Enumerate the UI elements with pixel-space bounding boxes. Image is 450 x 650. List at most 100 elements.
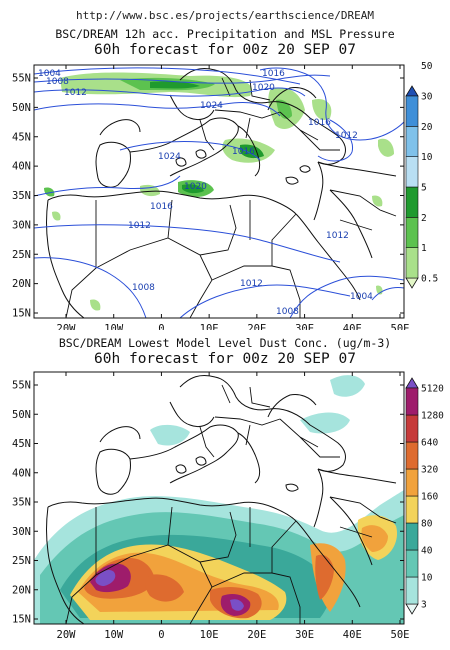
svg-text:1016: 1016 (232, 147, 255, 157)
dust-colorbar-min-arrow (405, 603, 419, 615)
dust-colorbar-label: 160 (421, 492, 438, 503)
precip-lon-label: 40E (343, 323, 362, 330)
precip-map: 1004 1008 1012 1016 1020 1024 1016 1012 … (12, 61, 438, 330)
dust-colorbar-label: 80 (421, 519, 433, 530)
dust-colorbar-label: 40 (421, 546, 433, 557)
dust-colorbar-swatch (405, 387, 419, 416)
dust-colorbar-swatch (405, 576, 419, 605)
precip-colorbar-label: 0.5 (421, 274, 438, 285)
dust-colorbar-swatch (405, 495, 419, 524)
svg-text:1008: 1008 (276, 307, 299, 317)
dust-map-frame (33, 371, 405, 625)
dust-lon-label: 20W (57, 629, 77, 641)
dust-lon-label: 0 (158, 629, 164, 641)
precip-lat-label: 45N (12, 131, 31, 143)
svg-text:1008: 1008 (46, 77, 69, 87)
precip-lat-label: 15N (12, 308, 31, 320)
precip-lat-label: 55N (12, 73, 31, 85)
isobar-labels: 1004 1008 1012 1016 1020 1024 1016 1012 … (38, 69, 373, 317)
country-borders (65, 77, 397, 318)
svg-text:1016: 1016 (150, 202, 173, 212)
dust-lon-label: 20E (247, 629, 266, 641)
precip-colorbar: 0.5 1 2 5 10 20 30 50 (405, 61, 438, 289)
svg-text:1016: 1016 (262, 69, 285, 79)
svg-text:1024: 1024 (200, 101, 223, 111)
svg-text:1016: 1016 (308, 118, 331, 128)
dust-colorbar-swatch (405, 468, 419, 497)
precip-map-axes: 55N 50N 45N 40N 35N 30N 25N 20N 15N 20W 10W 0 10E 20E… (12, 65, 409, 330)
precip-colorbar-swatch (405, 95, 419, 127)
svg-text:1012: 1012 (128, 221, 151, 231)
dust-map-axes: 55N 50N 45N 40N 35N 30N 25N 20N 15N 20W 10W 0 10E 20E… (12, 372, 409, 641)
dust-lat-label: 55N (12, 380, 31, 392)
dust-concentration-areas (34, 375, 404, 624)
dust-lat-label: 15N (12, 614, 31, 626)
dust-colorbar-label: 640 (421, 438, 438, 449)
dust-lat-label: 20N (12, 584, 31, 596)
precip-lon-label: 0 (158, 323, 164, 330)
dust-colorbar-max-arrow (405, 377, 419, 389)
precip-colorbar-label: 1 (421, 243, 427, 254)
precip-colorbar-label: 10 (421, 152, 433, 163)
svg-text:1004: 1004 (38, 69, 61, 79)
precip-lon-label: 10E (200, 323, 219, 330)
precip-panel-title: BSC/DREAM 12h acc. Precipitation and MSL… (55, 27, 395, 41)
precip-lat-label: 30N (12, 219, 31, 231)
dust-country-borders (65, 384, 397, 624)
coastlines (46, 67, 397, 318)
dust-colorbar-swatch (405, 522, 419, 551)
precip-colorbar-label: 5 (421, 183, 427, 194)
dust-lon-label: 10W (104, 629, 124, 641)
dust-lat-label: 45N (12, 438, 31, 450)
svg-text:1020: 1020 (252, 83, 275, 93)
svg-text:1008: 1008 (132, 283, 155, 293)
dust-lat-label: 30N (12, 526, 31, 538)
dust-lat-label: 50N (12, 409, 31, 421)
precip-lat-label: 20N (12, 278, 31, 290)
precip-lon-label: 10W (104, 323, 124, 330)
dust-lat-label: 40N (12, 467, 31, 479)
dust-colorbar-label: 5120 (421, 384, 444, 395)
svg-text:1012: 1012 (326, 231, 349, 241)
svg-text:1024: 1024 (158, 152, 181, 162)
precip-lon-label: 50E (391, 323, 410, 330)
dust-panel-forecast-time: 60h forecast for 00z 20 SEP 07 (94, 351, 356, 367)
precip-lon-label: 20E (247, 323, 266, 330)
dust-colorbar-label: 320 (421, 465, 438, 476)
dust-colorbar-swatch (405, 414, 419, 443)
dust-coastlines (46, 374, 397, 624)
dust-lon-label: 40E (343, 629, 362, 641)
dust-colorbar-label: 3 (421, 600, 427, 611)
dust-lat-label: 35N (12, 497, 31, 509)
dust-lon-label: 50E (391, 629, 410, 641)
precip-colorbar-label: 50 (421, 61, 433, 72)
dust-colorbar-label: 10 (421, 573, 433, 584)
svg-text:1004: 1004 (350, 292, 373, 302)
precip-panel-forecast-time: 60h forecast for 00z 20 SEP 07 (94, 42, 356, 58)
precip-lon-label: 20W (57, 323, 77, 330)
precip-lat-label: 35N (12, 190, 31, 202)
precip-lon-label: 30E (295, 323, 314, 330)
precip-colorbar-label: 30 (421, 92, 433, 103)
precip-colorbar-label: 20 (421, 122, 433, 133)
dust-colorbar-label: 1280 (421, 411, 444, 422)
dust-panel-title: BSC/DREAM Lowest Model Level Dust Conc. … (58, 336, 392, 350)
svg-text:1020: 1020 (184, 182, 207, 192)
precip-lat-label: 40N (12, 161, 31, 173)
dust-colorbar-swatch (405, 441, 419, 470)
precip-lat-label: 50N (12, 102, 31, 114)
svg-text:1012: 1012 (64, 88, 87, 98)
dust-lon-label: 30E (295, 629, 314, 641)
dust-lat-label: 25N (12, 555, 31, 567)
precip-lat-label: 25N (12, 249, 31, 261)
precip-map-frame (33, 64, 405, 319)
dust-colorbar: 3 10 40 80 160 320 640 1280 5120 (405, 377, 444, 615)
svg-text:1012: 1012 (240, 279, 263, 289)
source-url: http://www.bsc.es/projects/earthscience/… (75, 9, 374, 22)
precip-colorbar-label: 2 (421, 213, 427, 224)
isobars (34, 67, 404, 318)
dust-lon-label: 10E (200, 629, 219, 641)
dust-colorbar-swatch (405, 549, 419, 578)
svg-text:1012: 1012 (335, 131, 358, 141)
